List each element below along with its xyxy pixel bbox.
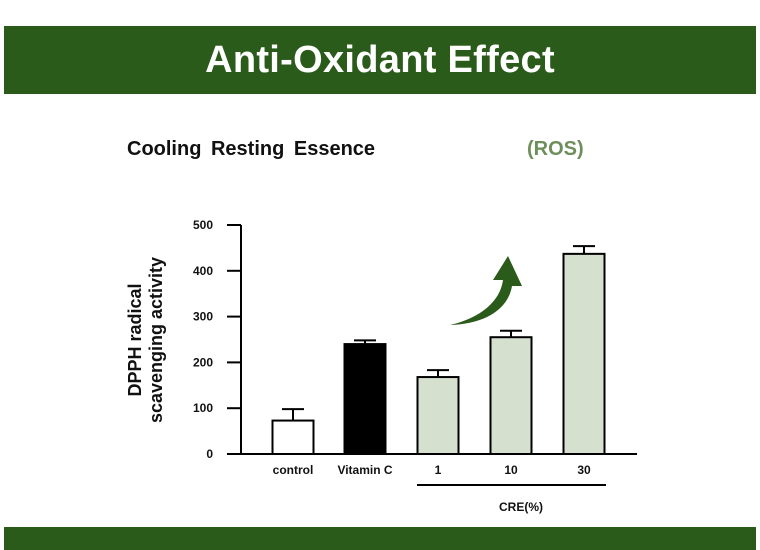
x-tick-labels: control Vitamin C 1 10 30 (273, 463, 591, 477)
bar (489, 336, 533, 455)
x-tick-label: Vitamin C (337, 463, 392, 477)
title-banner: Anti-Oxidant Effect (4, 26, 756, 94)
group-label-text: CRE(%) (499, 500, 543, 514)
bar (562, 252, 606, 455)
trend-arrow-icon (450, 256, 522, 325)
footer-banner (4, 527, 756, 550)
ros-label: (ROS) (527, 138, 584, 160)
bars (271, 245, 606, 456)
x-tick-label: 1 (435, 463, 442, 477)
bar (271, 419, 315, 456)
y-tick-label: 300 (193, 310, 213, 324)
bar (416, 376, 460, 455)
chart-subtitle: Cooling Resting Essence (127, 138, 376, 160)
page-title: Anti-Oxidant Effect (205, 38, 555, 81)
x-tick-label: 30 (577, 463, 591, 477)
y-tick-label: 400 (193, 264, 213, 278)
x-tick-label: control (273, 463, 314, 477)
bar (343, 343, 387, 455)
x-tick-label: 10 (504, 463, 518, 477)
cre-group: CRE(%) (417, 484, 606, 514)
y-tick-label: 200 (193, 355, 213, 369)
y-tick-label: 0 (206, 447, 213, 461)
y-tick-label: 100 (193, 401, 213, 415)
y-tick-label: 500 (193, 218, 213, 232)
